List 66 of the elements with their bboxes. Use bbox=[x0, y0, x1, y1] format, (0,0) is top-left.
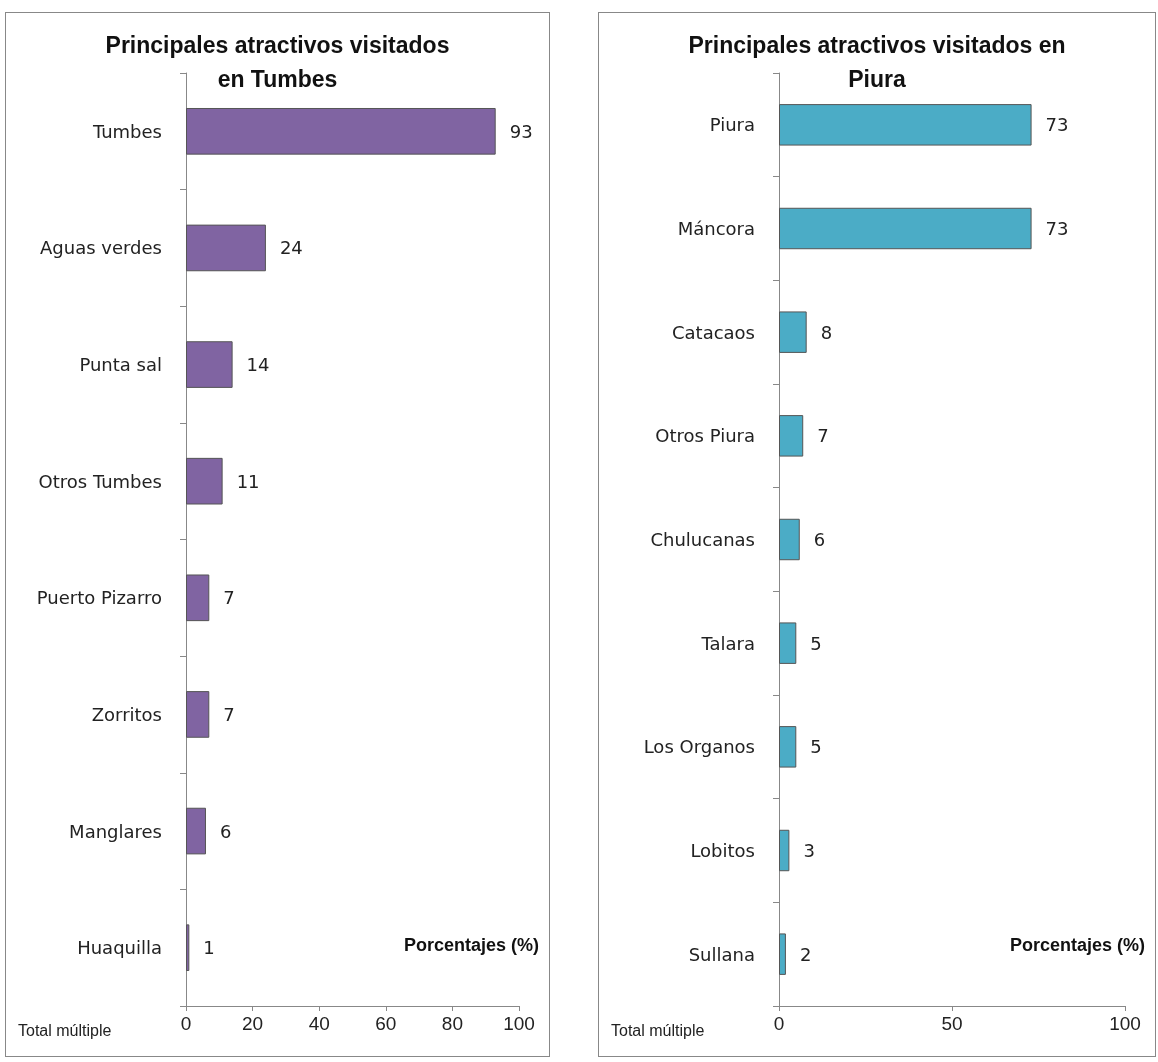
y-tick-label: Puerto Pizarro bbox=[36, 587, 162, 609]
data-label: 3 bbox=[803, 840, 815, 861]
data-label: 6 bbox=[219, 820, 232, 842]
data-label: 73 bbox=[1045, 114, 1069, 136]
x-tick-label: 20 bbox=[242, 1013, 264, 1034]
data-label: 7 bbox=[817, 425, 829, 447]
bar bbox=[779, 933, 786, 975]
data-label: 6 bbox=[813, 529, 826, 550]
bar bbox=[779, 311, 807, 353]
bar bbox=[186, 691, 210, 738]
y-tick-label: Máncora bbox=[677, 218, 755, 239]
data-label: 5 bbox=[810, 632, 822, 654]
bar bbox=[186, 574, 210, 622]
data-label: 24 bbox=[279, 237, 303, 259]
bar bbox=[186, 807, 206, 855]
bar bbox=[779, 104, 1032, 146]
y-tick-label: Zorritos bbox=[91, 703, 162, 725]
y-tick-label: Aguas verdes bbox=[40, 237, 162, 259]
x-axis-title: Porcentajes (%) bbox=[403, 935, 540, 955]
chart-title: Principales atractivos visitados en Piura bbox=[688, 32, 1066, 92]
text: Total múltiple bbox=[611, 1021, 705, 1039]
data-label: 7 bbox=[223, 587, 235, 609]
bar bbox=[186, 457, 223, 505]
data-label: 1 bbox=[203, 937, 215, 959]
x-tick-label: 0 bbox=[180, 1013, 192, 1034]
bar bbox=[186, 341, 233, 388]
y-tick-label: Huaquilla bbox=[77, 937, 162, 959]
x-tick-label: 60 bbox=[375, 1013, 397, 1034]
bar bbox=[186, 924, 190, 972]
x-tick-label: 100 bbox=[503, 1013, 535, 1034]
bar bbox=[779, 518, 800, 561]
x-tick-label: 0 bbox=[773, 1013, 785, 1034]
x-tick-label: 50 bbox=[941, 1013, 963, 1034]
y-tick-label: Catacaos bbox=[671, 321, 755, 343]
x-tick-label: 40 bbox=[308, 1013, 330, 1034]
bar bbox=[779, 622, 797, 664]
y-tick-label: Punta sal bbox=[79, 354, 162, 376]
data-label: 7 bbox=[223, 703, 235, 725]
data-label: 5 bbox=[810, 736, 822, 758]
y-tick-label: Manglares bbox=[69, 820, 162, 842]
bar bbox=[779, 829, 790, 872]
bar bbox=[186, 224, 266, 272]
y-tick-label: Sullana bbox=[688, 943, 755, 965]
y-tick-label: Piura bbox=[709, 114, 755, 136]
data-label: 93 bbox=[509, 120, 533, 142]
data-label: 14 bbox=[246, 354, 270, 376]
text: Total múltiple bbox=[18, 1021, 112, 1039]
y-tick-label: Talara bbox=[700, 632, 755, 654]
y-tick-label: Lobitos bbox=[690, 840, 755, 861]
x-tick-label: 100 bbox=[1109, 1013, 1141, 1034]
x-tick-label: 80 bbox=[441, 1013, 463, 1034]
y-tick-label: Chulucanas bbox=[650, 529, 755, 550]
bar bbox=[779, 415, 804, 457]
y-tick-label: Los Organos bbox=[643, 736, 755, 758]
y-tick-label: Tumbes bbox=[91, 120, 162, 142]
chart-title: Principales atractivos visitados en Tumbes bbox=[105, 32, 450, 92]
y-tick-label: Otros Tumbes bbox=[38, 470, 162, 492]
data-label: 11 bbox=[236, 470, 260, 492]
bar bbox=[779, 207, 1032, 250]
bar bbox=[779, 726, 797, 768]
y-tick-label: Otros Piura bbox=[655, 425, 755, 447]
x-axis-title: Porcentajes (%) bbox=[1009, 935, 1146, 955]
data-label: 2 bbox=[799, 943, 812, 965]
bar bbox=[186, 107, 496, 155]
data-label: 8 bbox=[820, 321, 833, 343]
data-label: 73 bbox=[1045, 218, 1069, 239]
